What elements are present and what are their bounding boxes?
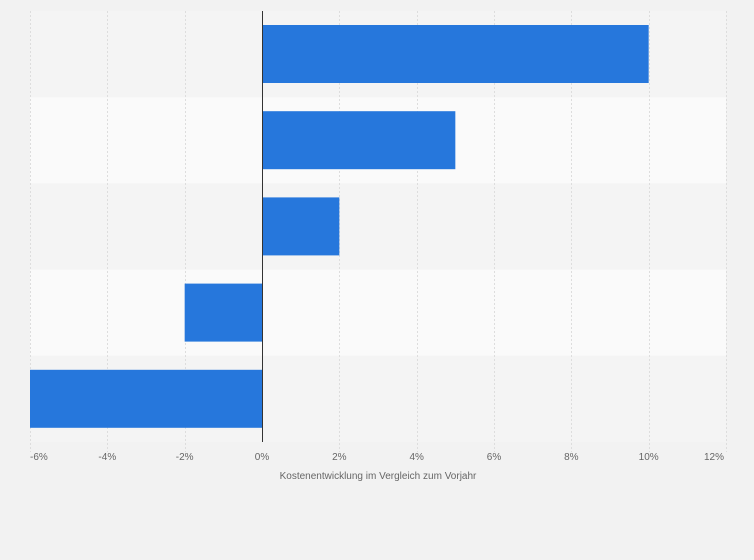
bars <box>30 25 649 428</box>
row-band <box>30 269 726 356</box>
x-tick-label: 12% <box>704 452 724 463</box>
x-tick-label: 6% <box>487 452 502 463</box>
x-tick-label: 10% <box>639 452 659 463</box>
bar[interactable] <box>262 25 649 83</box>
bar[interactable] <box>30 369 262 428</box>
row-band <box>30 183 726 270</box>
bar[interactable] <box>184 283 262 342</box>
x-axis-title: Kostenentwicklung im Vergleich zum Vorja… <box>280 471 477 482</box>
x-tick-label: -6% <box>30 452 48 463</box>
x-tick-label: 0% <box>255 452 270 463</box>
x-tick-label: 8% <box>564 452 579 463</box>
x-tick-labels: -6% -4% -2% 0% 2% 4% 6% 8% 10% 12% <box>30 452 724 463</box>
bar[interactable] <box>262 111 456 170</box>
x-tick-label: -4% <box>98 452 116 463</box>
x-tick-label: 2% <box>332 452 347 463</box>
x-tick-label: 4% <box>409 452 424 463</box>
bar[interactable] <box>262 197 340 256</box>
grid-lines <box>30 11 727 452</box>
x-tick-label: -2% <box>176 452 194 463</box>
